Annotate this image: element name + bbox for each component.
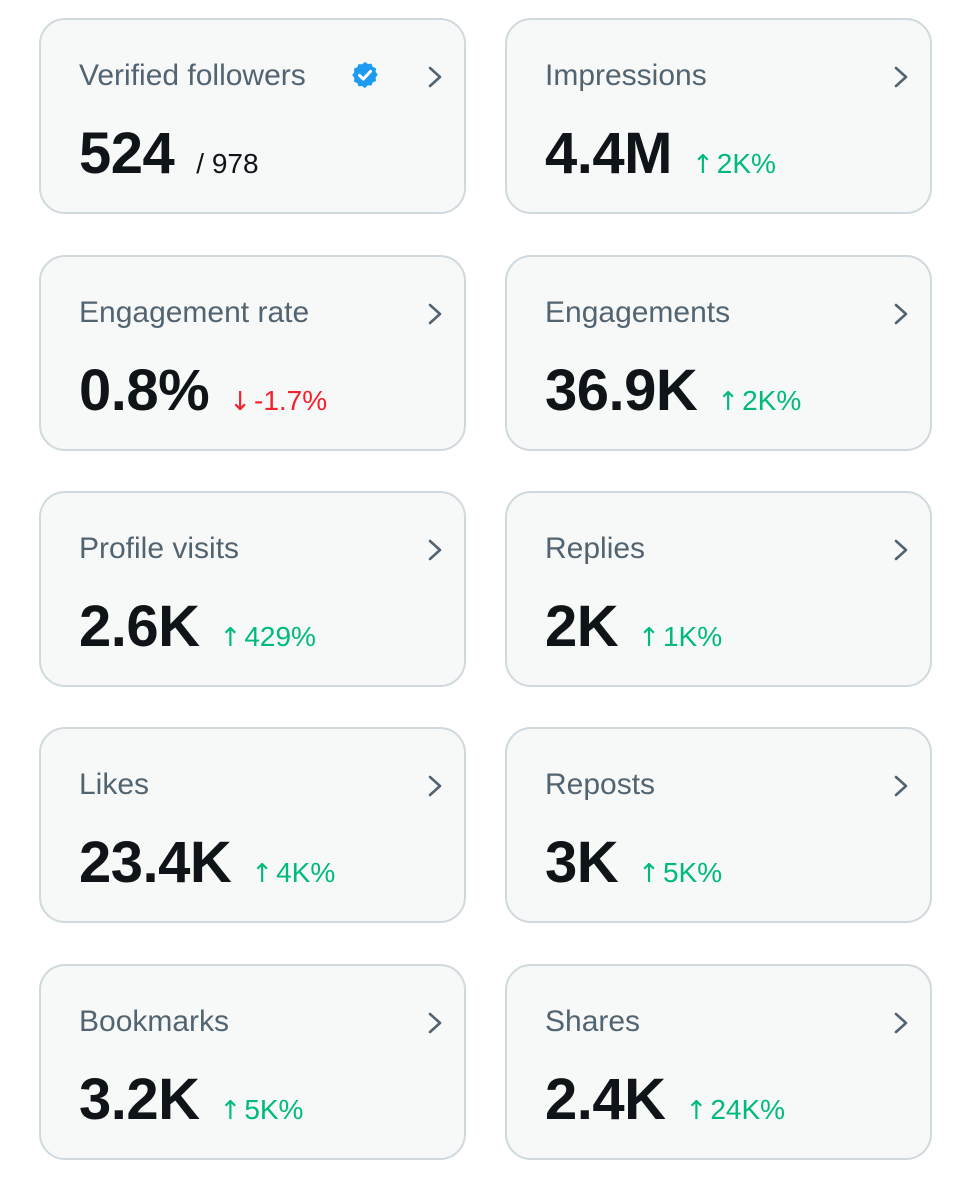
arrow-down-icon: ↓ [229,387,251,417]
chevron-right-icon [428,775,442,797]
card-replies[interactable]: Replies 2K ↑ 1K% [505,491,932,687]
change-percent: 5K% [244,1094,304,1125]
card-label: Impressions [545,59,707,92]
chevron-right-icon [894,303,908,325]
change-percent: 1K% [662,621,723,652]
change-percent: 429% [244,621,316,652]
chevron-right-icon [428,539,442,561]
card-label: Reposts [545,768,656,801]
value-row: 2.6K ↑ 429% [79,595,316,659]
change-indicator: ↑ 1K% [638,621,722,653]
change-percent: -1.7% [254,385,328,416]
change-indicator: ↑ 4K% [251,857,335,889]
chevron-right-icon [894,775,908,797]
arrow-up-icon: ↑ [717,387,740,417]
change-percent: 4K% [276,857,336,888]
value-row: 23.4K ↑ 4K% [79,831,335,895]
metric-value: 3.2K [79,1067,200,1132]
change-indicator: ↑ 2K% [692,148,776,180]
metric-value: 4.4M [545,121,672,186]
change-indicator: ↑ 429% [220,621,316,653]
metric-value: 3K [545,830,619,895]
change-percent: 5K% [662,857,723,888]
change-indicator: ↑ 2K% [717,385,801,417]
chevron-right-icon [894,66,908,88]
change-percent: 2K% [716,148,776,179]
arrow-up-icon: ↑ [685,1096,708,1126]
card-shares[interactable]: Shares 2.4K ↑ 24K% [505,964,932,1160]
value-row: 3.2K ↑ 5K% [79,1068,303,1132]
card-likes[interactable]: Likes 23.4K ↑ 4K% [39,727,466,923]
arrow-up-icon: ↑ [219,623,242,653]
change-percent: 2K% [742,385,802,416]
change-indicator: ↑ 5K% [638,857,722,889]
card-engagement-rate[interactable]: Engagement rate 0.8% ↓ -1.7% [39,255,466,451]
card-impressions[interactable]: Impressions 4.4M ↑ 2K% [505,18,932,214]
card-engagements[interactable]: Engagements 36.9K ↑ 2K% [505,255,932,451]
arrow-up-icon: ↑ [219,1096,242,1126]
chevron-right-icon [894,1012,908,1034]
card-reposts[interactable]: Reposts 3K ↑ 5K% [505,727,932,923]
arrow-up-icon: ↑ [638,859,660,889]
card-label: Engagement rate [79,296,310,329]
change-indicator: ↑ 5K% [220,1094,304,1126]
card-label: Engagements [545,296,731,329]
card-label: Shares [545,1005,641,1038]
metric-value: 524 [79,121,175,186]
card-label: Profile visits [79,532,240,565]
card-profile-visits[interactable]: Profile visits 2.6K ↑ 429% [39,491,466,687]
metric-value: 36.9K [545,358,698,423]
value-row: 0.8% ↓ -1.7% [79,359,327,423]
card-label: Replies [545,532,646,565]
arrow-up-icon: ↑ [251,859,274,889]
chevron-right-icon [894,539,908,561]
value-row: 4.4M ↑ 2K% [545,122,776,186]
value-row: 36.9K ↑ 2K% [545,359,801,423]
chevron-right-icon [428,66,442,88]
card-bookmarks[interactable]: Bookmarks 3.2K ↑ 5K% [39,964,466,1160]
change-indicator: ↑ 24K% [686,1094,786,1126]
value-row: 2K ↑ 1K% [545,595,722,659]
change-indicator: ↓ -1.7% [229,385,327,417]
chevron-right-icon [428,1012,442,1034]
metric-value: 2K [545,594,619,659]
card-label: Bookmarks [79,1005,230,1038]
card-verified-followers[interactable]: Verified followers 524 / 978 [39,18,466,214]
chevron-right-icon [428,303,442,325]
metric-total: / 978 [196,148,259,179]
value-row: 3K ↑ 5K% [545,831,722,895]
verified-badge-icon [352,61,378,89]
card-label: Likes [79,768,150,801]
metric-value: 23.4K [79,830,232,895]
arrow-up-icon: ↑ [638,623,660,653]
metric-value: 2.4K [545,1067,666,1132]
metric-value: 0.8% [79,358,210,423]
change-percent: 24K% [710,1094,786,1125]
value-row: 2.4K ↑ 24K% [545,1068,785,1132]
value-row: 524 / 978 [79,122,259,186]
card-label: Verified followers [79,59,306,92]
metric-value: 2.6K [79,594,200,659]
arrow-up-icon: ↑ [691,150,714,180]
